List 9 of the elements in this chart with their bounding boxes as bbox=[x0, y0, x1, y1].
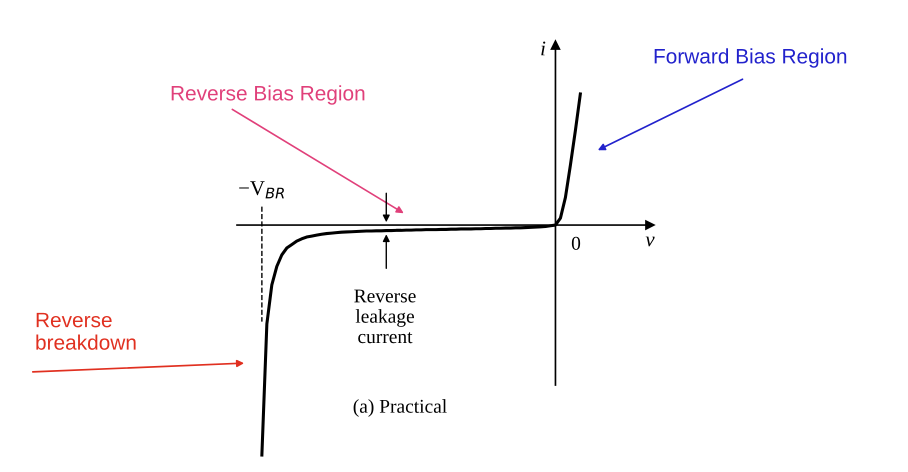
annotation: Reverse leakage current bbox=[354, 290, 416, 344]
annotation: 0 bbox=[572, 236, 580, 250]
annotation: −V$_{BR}$ bbox=[239, 181, 284, 198]
x-axis-title: v bbox=[646, 236, 655, 246]
y-axis-title: i bbox=[541, 42, 546, 56]
text: Reverse breakdown bbox=[36, 312, 136, 350]
text: Forward Bias Region bbox=[654, 48, 846, 68]
annotation: (a) Practical bbox=[354, 399, 447, 417]
annotation: Reverse Bias Region bbox=[172, 85, 364, 105]
